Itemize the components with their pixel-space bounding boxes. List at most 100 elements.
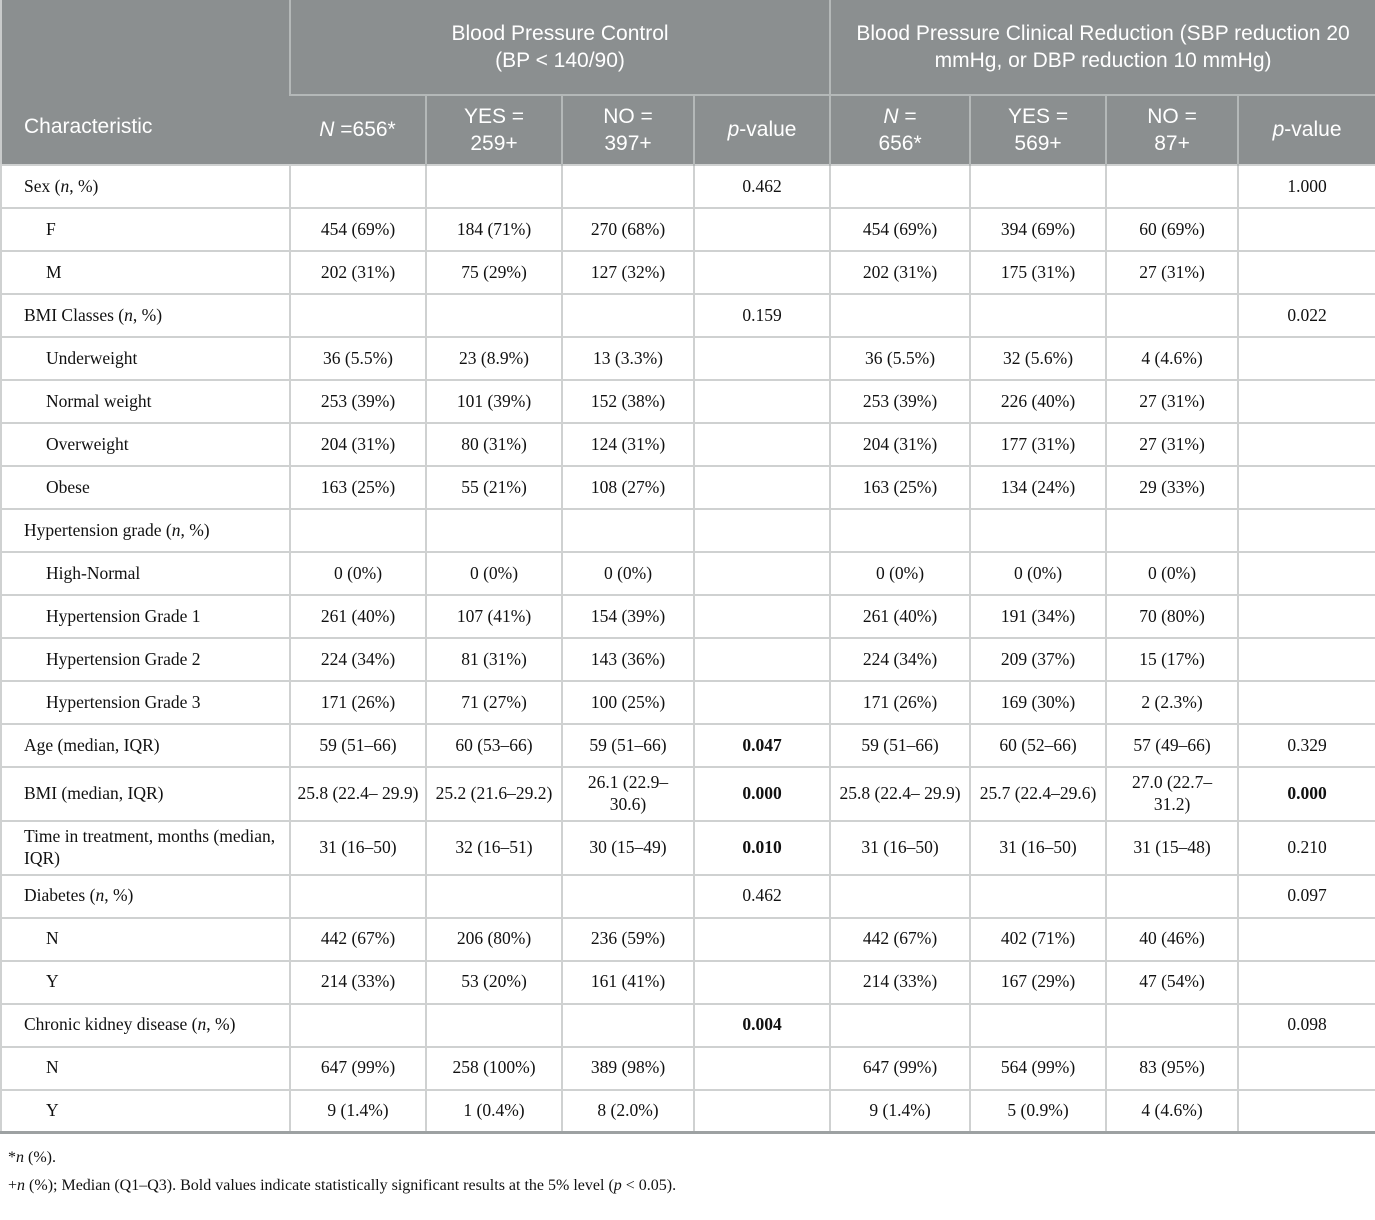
data-cell — [829, 1002, 972, 1048]
data-cell: 389 (98%) — [561, 1045, 695, 1091]
data-cell — [561, 508, 695, 553]
data-cell: 27 (31%) — [1105, 250, 1240, 295]
row-label: Hypertension Grade 1 — [0, 594, 291, 639]
row-label: Sex (n, %) — [0, 164, 291, 209]
p-value-cell: 0.329 — [1237, 723, 1375, 768]
data-cell: 25.2 (21.6–29.2) — [425, 766, 563, 822]
row-label: Y — [0, 959, 291, 1005]
footnotes: *n (%). +n (%); Median (Q1–Q3). Bold valu… — [0, 1134, 1375, 1200]
data-cell: 143 (36%) — [561, 637, 695, 682]
data-cell: 83 (95%) — [1105, 1045, 1240, 1091]
data-cell: 4 (4.6%) — [1105, 336, 1240, 381]
row-label: Y — [0, 1088, 291, 1134]
data-cell: 32 (16–51) — [425, 819, 563, 876]
data-cell: 206 (80%) — [425, 916, 563, 962]
data-cell — [1105, 508, 1240, 553]
data-cell — [289, 873, 427, 919]
data-cell: 167 (29%) — [969, 959, 1108, 1005]
p-value-cell: 0.159 — [692, 293, 832, 338]
data-cell: 25.8 (22.4– 29.9) — [829, 766, 972, 822]
p-value-cell — [1237, 916, 1375, 962]
p-value-cell — [692, 508, 832, 553]
data-cell: 80 (31%) — [425, 422, 563, 467]
data-cell: 214 (33%) — [829, 959, 972, 1005]
count-column-header: NO = 87+ — [1105, 94, 1239, 165]
data-cell — [561, 164, 695, 209]
p-value-cell: 0.000 — [1237, 766, 1375, 822]
table-row: Sex (n, %) 0.462 1.000 — [0, 164, 1375, 209]
table-row: N 647 (99%) 258 (100%) 389 (98%) 647 (99%) 56… — [0, 1045, 1375, 1091]
data-cell — [561, 1002, 695, 1048]
p-value-cell — [692, 336, 832, 381]
p-value-cell — [692, 250, 832, 295]
data-cell — [289, 1002, 427, 1048]
p-value-cell — [1237, 680, 1375, 725]
data-cell: 70 (80%) — [1105, 594, 1240, 639]
p-value-cell — [1237, 1088, 1375, 1134]
data-cell: 23 (8.9%) — [425, 336, 563, 381]
p-value-cell: 0.097 — [1237, 873, 1375, 919]
row-label: Hypertension grade (n, %) — [0, 508, 291, 553]
data-cell: 0 (0%) — [1105, 551, 1240, 596]
p-value-cell — [692, 465, 832, 510]
table-row: High-Normal 0 (0%) 0 (0%) 0 (0%) 0 (0%) 0 (0%… — [0, 551, 1375, 596]
data-cell — [1105, 293, 1240, 338]
data-cell: 31 (15–48) — [1105, 819, 1240, 876]
row-label: F — [0, 207, 291, 252]
data-cell: 59 (51–66) — [561, 723, 695, 768]
data-cell: 30 (15–49) — [561, 819, 695, 876]
data-cell: 9 (1.4%) — [829, 1088, 972, 1134]
data-cell: 564 (99%) — [969, 1045, 1108, 1091]
data-cell: 261 (40%) — [829, 594, 972, 639]
data-cell: 184 (71%) — [425, 207, 563, 252]
data-cell: 163 (25%) — [829, 465, 972, 510]
data-cell — [829, 508, 972, 553]
data-cell: 191 (34%) — [969, 594, 1108, 639]
table-row: Hypertension Grade 3 171 (26%) 71 (27%) 100… — [0, 680, 1375, 725]
count-column-header: YES = 259+ — [425, 94, 562, 165]
table-row: Underweight 36 (5.5%) 23 (8.9%) 13 (3.3%) 36… — [0, 336, 1375, 381]
table-row: BMI (median, IQR) 25.8 (22.4– 29.9) 25.2 (… — [0, 766, 1375, 822]
data-cell: 27 (31%) — [1105, 379, 1240, 424]
data-cell: 60 (52–66) — [969, 723, 1108, 768]
data-cell: 454 (69%) — [289, 207, 427, 252]
data-cell: 647 (99%) — [829, 1045, 972, 1091]
group-header-bp-clinical-reduction: Blood Pressure Clinical Reduction (SBP r… — [829, 0, 1375, 95]
data-cell: 59 (51–66) — [289, 723, 427, 768]
p-value-cell — [1237, 379, 1375, 424]
data-cell — [425, 508, 563, 553]
data-cell: 258 (100%) — [425, 1045, 563, 1091]
data-cell — [829, 873, 972, 919]
characteristics-table: Characteristic Blood Pressure Control (B… — [0, 0, 1375, 1134]
table-row: Diabetes (n, %) 0.462 0.097 — [0, 873, 1375, 919]
data-cell: 204 (31%) — [289, 422, 427, 467]
data-cell: 4 (4.6%) — [1105, 1088, 1240, 1134]
data-cell: 60 (53–66) — [425, 723, 563, 768]
data-cell: 59 (51–66) — [829, 723, 972, 768]
data-cell: 15 (17%) — [1105, 637, 1240, 682]
p-value-cell — [1237, 250, 1375, 295]
data-cell: 442 (67%) — [289, 916, 427, 962]
table-row: Hypertension Grade 1 261 (40%) 107 (41%) 15… — [0, 594, 1375, 639]
data-cell — [969, 164, 1108, 209]
data-cell: 101 (39%) — [425, 379, 563, 424]
data-cell: 0 (0%) — [829, 551, 972, 596]
p-value-column-header: p-value — [692, 94, 831, 165]
row-label: N — [0, 1045, 291, 1091]
table-row: BMI Classes (n, %) 0.159 0.022 — [0, 293, 1375, 338]
data-cell — [425, 1002, 563, 1048]
p-value-cell — [692, 551, 832, 596]
p-value-cell: 1.000 — [1237, 164, 1375, 209]
p-value-cell: 0.462 — [692, 164, 832, 209]
row-label: Chronic kidney disease (n, %) — [0, 1002, 291, 1048]
table-row: F 454 (69%) 184 (71%) 270 (68%) 454 (69%) 394… — [0, 207, 1375, 252]
data-cell: 60 (69%) — [1105, 207, 1240, 252]
data-cell — [1105, 1002, 1240, 1048]
table-row: Obese 163 (25%) 55 (21%) 108 (27%) 163 (25%)… — [0, 465, 1375, 510]
data-cell: 253 (39%) — [829, 379, 972, 424]
data-cell: 31 (16–50) — [289, 819, 427, 876]
data-cell: 171 (26%) — [289, 680, 427, 725]
data-cell: 161 (41%) — [561, 959, 695, 1005]
data-cell: 71 (27%) — [425, 680, 563, 725]
p-value-cell — [1237, 422, 1375, 467]
